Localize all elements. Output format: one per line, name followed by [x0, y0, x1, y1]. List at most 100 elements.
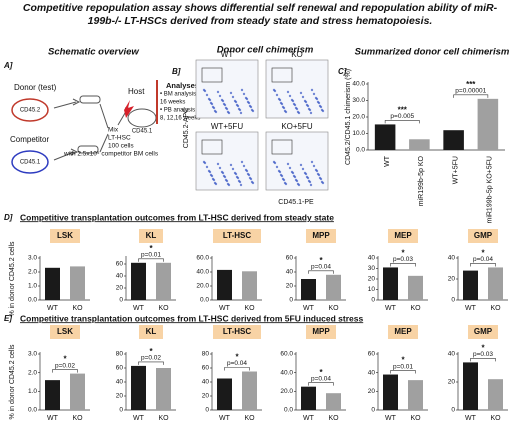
bar: [131, 365, 146, 410]
annotation: *: [319, 368, 323, 377]
x-tick-label: KO: [410, 305, 421, 312]
arrow: [53, 148, 79, 161]
panel-label: D]: [4, 213, 13, 222]
mix-line: 100 cells: [108, 143, 134, 150]
y-axis-label: % in donor CD45.2 cells: [9, 241, 16, 317]
y-tick-label: 0.0: [356, 147, 365, 154]
flow-dot: [321, 109, 325, 113]
analyses-line: 16 weeks: [160, 100, 185, 106]
analyses-line: Analyses: [166, 81, 199, 90]
chart-title: LSK: [57, 231, 73, 240]
title-box: [213, 229, 261, 243]
significance-bracket: [470, 358, 496, 362]
flow-dot: [288, 94, 292, 98]
significance-bracket: [390, 370, 416, 374]
x-tick-label: WT: [133, 305, 145, 312]
y-tick-label: 20: [448, 276, 456, 283]
panel-heading: Competitive transplantation outcomes fro…: [20, 313, 363, 323]
plot-label: KO: [291, 50, 303, 59]
bar: [326, 274, 341, 300]
annotation: *: [319, 256, 323, 265]
y-tick-label: 3.0: [28, 255, 37, 262]
flow-plot: [265, 131, 329, 191]
significance-bracket: [308, 382, 334, 386]
y-tick-label: 40.0: [352, 81, 365, 88]
chart-title: MEP: [394, 231, 412, 240]
analyses-text: Analyses • BM analysis in 16 weeks • PB ana…: [156, 80, 202, 124]
charts: C] Summarized donor cell chimerism CD45.2/…: [9, 47, 510, 422]
flow-dot: [238, 108, 242, 112]
bar: [45, 380, 60, 410]
bar: [301, 279, 316, 300]
x-tick-label: KO: [158, 415, 169, 422]
y-tick-label: 0.0: [28, 407, 37, 414]
y-tick-label: 0.0: [200, 297, 209, 304]
flow-dot: [286, 90, 290, 94]
irradiation-icon: [124, 100, 134, 118]
bar: [156, 368, 171, 410]
flow-dot: [231, 167, 235, 171]
mix-line: with 2.5x10⁵ competitor BM cells: [63, 151, 159, 158]
flow-dot: [203, 89, 207, 93]
significance-bracket: [390, 263, 416, 267]
flow-dot: [301, 167, 305, 171]
chart-title: Summarized donor cell chimerism: [355, 47, 510, 58]
panel-label: C]: [338, 67, 347, 76]
annotation: ***: [398, 106, 408, 115]
bar: [488, 379, 503, 410]
flow-dot: [297, 183, 301, 187]
analyses-box: [156, 80, 158, 124]
flow-dot: [227, 183, 231, 187]
y-axis-label: CD45.2/CD45.1 chimerism (%): [345, 69, 352, 165]
y-tick-label: 0: [289, 297, 293, 304]
x-tick-label: WT: [133, 415, 145, 422]
annotation: ***: [466, 80, 476, 89]
flow-dot: [273, 161, 277, 165]
flow-dot: [297, 111, 301, 115]
bar: [301, 386, 316, 410]
plot-label: KO+5FU: [281, 122, 313, 131]
y-tick-label: 0: [205, 407, 209, 414]
annotation: *: [149, 244, 153, 253]
flow-dot: [309, 111, 313, 115]
flow-dot: [229, 91, 233, 95]
flow-dot: [208, 98, 212, 102]
annotation: p=0.03: [393, 256, 413, 263]
host-marker: CD45.1: [132, 129, 153, 135]
y-tick-label: 0: [371, 407, 375, 414]
y-tick-label: 3.0: [28, 351, 37, 358]
significance-bracket: [138, 258, 164, 262]
y-tick-label: 60: [202, 365, 210, 372]
chart-title: MEP: [394, 327, 412, 336]
flow-dot: [315, 97, 319, 101]
bar: [70, 266, 85, 300]
flow-dot: [221, 171, 225, 175]
y-tick-label: 40.0: [280, 369, 293, 376]
donor-mouse: [11, 98, 49, 122]
y-tick-label: 2.0: [28, 269, 37, 276]
annotation: *: [481, 249, 485, 258]
significance-bracket: [453, 94, 489, 98]
analyses-line: • BM analysis in: [160, 92, 202, 98]
x-axis-label: CD45.1-PE: [278, 199, 314, 206]
chart-title: LT-HSC: [223, 327, 252, 336]
bar: [408, 275, 423, 300]
flow-dot: [291, 99, 295, 103]
annotation: p=0.04: [311, 264, 331, 271]
x-tick-label: KO: [328, 415, 339, 422]
title-box: [139, 325, 163, 339]
x-tick-label: miR199b-5p KO+5FU: [487, 156, 494, 224]
title-box: [388, 325, 418, 339]
y-tick-label: 0: [371, 297, 375, 304]
flow-dot: [227, 111, 231, 115]
competitor-mouse: [11, 150, 49, 174]
y-tick-label: 20: [116, 285, 124, 292]
flow-dot: [308, 108, 312, 112]
flow-dot: [310, 88, 314, 92]
flow-dot: [310, 160, 314, 164]
flow-dot: [225, 107, 229, 111]
chart-title: MPP: [312, 327, 330, 336]
gate: [201, 67, 223, 83]
